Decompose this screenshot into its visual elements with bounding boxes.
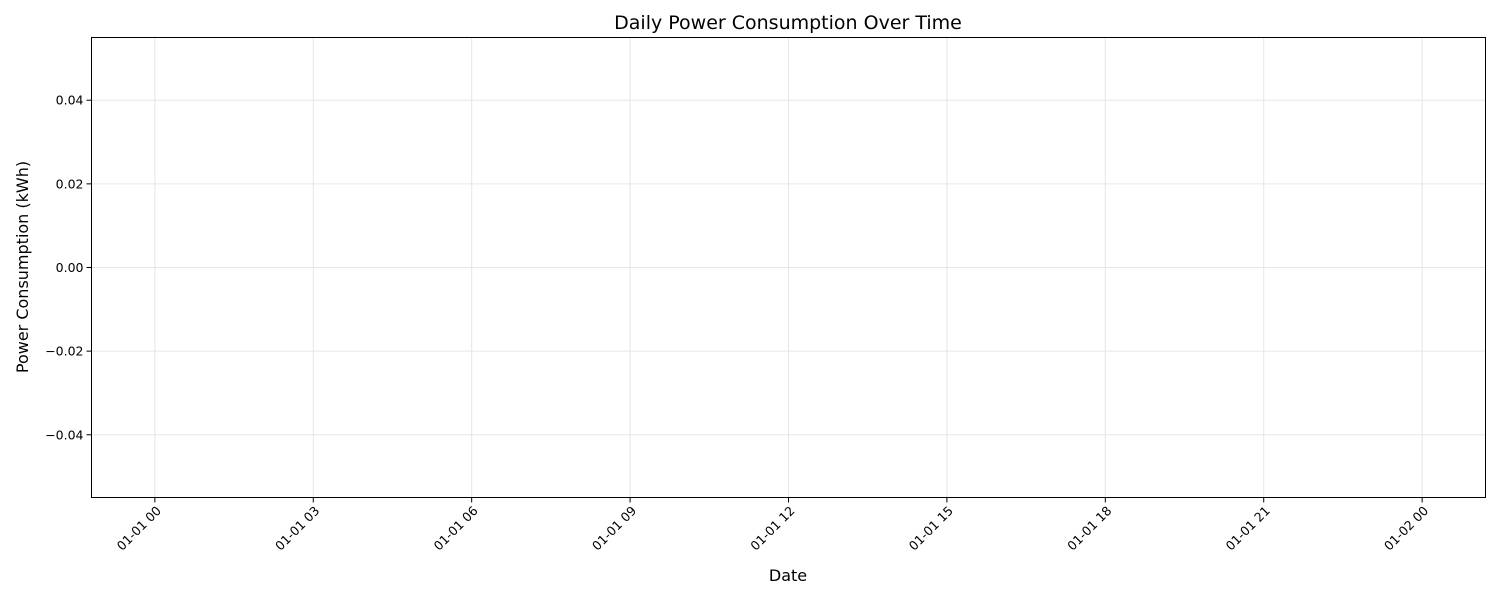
grid-lines — [91, 37, 1486, 498]
y-axis-label: Power Consumption (kWh) — [13, 161, 32, 373]
x-axis-label: Date — [769, 566, 807, 585]
chart-title: Daily Power Consumption Over Time — [614, 12, 962, 34]
y-tick-label: −0.02 — [45, 344, 83, 359]
y-tick-label: 0.04 — [56, 93, 84, 108]
y-tick-label: 0.02 — [56, 176, 84, 191]
y-tick-label: 0.00 — [56, 260, 84, 275]
y-tick-label: −0.04 — [45, 427, 83, 442]
